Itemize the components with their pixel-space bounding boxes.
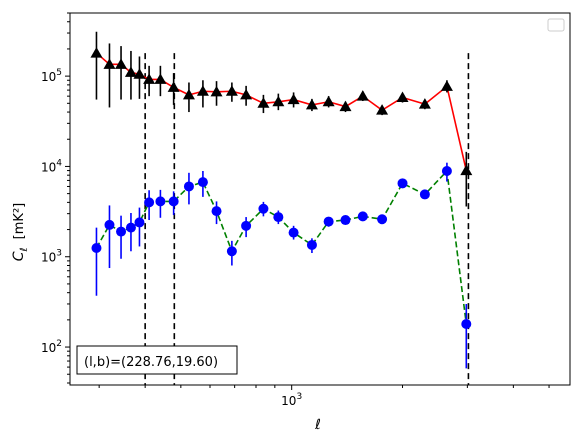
- series-1-point-8: [167, 81, 180, 92]
- annotation-box: [76, 345, 238, 375]
- series-2-point-9: [183, 181, 194, 192]
- series-2-point-10: [197, 177, 208, 188]
- series-1-point-14: [257, 97, 270, 108]
- y-axis-label-unit: [mK²]: [12, 203, 27, 240]
- series-1-point-6: [143, 73, 156, 84]
- series-1-point-13: [240, 88, 253, 100]
- series-1-point-16: [287, 93, 300, 105]
- series-1-point-3: [115, 58, 128, 69]
- series-1-point-4: [124, 66, 137, 77]
- series-2-point-17: [306, 239, 317, 250]
- series-2-point-22: [397, 178, 408, 189]
- series-1-point-17: [305, 98, 318, 110]
- series-2-point-19: [340, 215, 351, 226]
- series-1-point-10: [196, 85, 209, 96]
- y-tick-label-exponent: 3: [56, 249, 62, 259]
- series-1-point-5: [133, 68, 146, 79]
- series-2-point-6: [144, 197, 155, 208]
- series-2-point-18: [323, 216, 334, 227]
- y-tick-label-exponent: 2: [56, 339, 62, 349]
- y-tick-label-base: 10: [41, 251, 56, 265]
- y-tick-label-3: 104: [41, 158, 62, 174]
- series-2-point-12: [226, 246, 237, 257]
- y-tick-label-base: 10: [41, 70, 56, 84]
- series-2-point-4: [125, 222, 136, 233]
- series-2-point-15: [273, 212, 284, 223]
- y-tick-label-exponent: 5: [56, 68, 62, 78]
- y-tick-label-base: 10: [41, 160, 56, 174]
- series-1-point-1: [90, 47, 103, 58]
- x-tick-label-base: 10: [281, 394, 296, 408]
- series-2-point-21: [377, 214, 388, 225]
- series-2-point-20: [357, 211, 368, 222]
- y-axis-label: Cℓ [mK²]: [11, 203, 30, 261]
- y-axis-label-subscript: ℓ: [19, 247, 30, 251]
- series-2-point-5: [134, 217, 145, 228]
- series-2-point-16: [288, 227, 299, 238]
- series-2-point-1: [91, 242, 102, 253]
- x-axis-label: ℓ: [314, 417, 321, 433]
- series-1-point-9: [182, 88, 195, 100]
- series-2-point-2: [104, 219, 115, 230]
- series-1-point-18: [322, 95, 335, 107]
- y-axis-label-symbol: C: [11, 251, 27, 261]
- y-tick-label-base: 10: [41, 341, 56, 355]
- series-1-point-7: [154, 73, 167, 84]
- plot-content: [90, 31, 473, 385]
- series-2-point-3: [116, 226, 127, 237]
- series-1-point-23: [418, 98, 431, 109]
- series-2-point-23: [419, 189, 430, 200]
- series-1-point-2: [103, 58, 116, 69]
- series-1-point-24: [440, 80, 453, 91]
- series-2-point-14: [258, 203, 269, 214]
- series-1-point-19: [339, 100, 352, 112]
- annotation-text: (l,b)=(228.76,19.60): [84, 355, 218, 370]
- series-2-point-11: [211, 206, 222, 217]
- series-1-point-11: [210, 85, 223, 97]
- y-tick-label-exponent: 4: [56, 158, 62, 168]
- series-2-point-25: [461, 318, 472, 329]
- series-2-point-24: [441, 166, 452, 177]
- x-tick-label-1: 103: [281, 392, 302, 408]
- series-1-point-15: [272, 95, 285, 107]
- series-1-point-21: [376, 104, 389, 115]
- series-1-point-12: [225, 85, 238, 96]
- series-1-point-20: [356, 90, 369, 101]
- svg-text:Cℓ[mK²]: Cℓ [mK²]: [11, 203, 30, 261]
- y-tick-label-2: 103: [41, 249, 62, 265]
- series-2-point-7: [155, 196, 166, 207]
- series-2-point-13: [241, 220, 252, 231]
- series-1-point-25: [460, 164, 473, 176]
- x-tick-label-exponent: 3: [296, 392, 302, 402]
- legend-box[interactable]: [547, 18, 565, 32]
- plot-frame: [69, 12, 571, 386]
- series-2-point-8: [168, 196, 179, 207]
- y-tick-label-1: 102: [41, 339, 62, 355]
- y-tick-label-4: 105: [41, 68, 62, 84]
- series-1-point-22: [396, 91, 409, 102]
